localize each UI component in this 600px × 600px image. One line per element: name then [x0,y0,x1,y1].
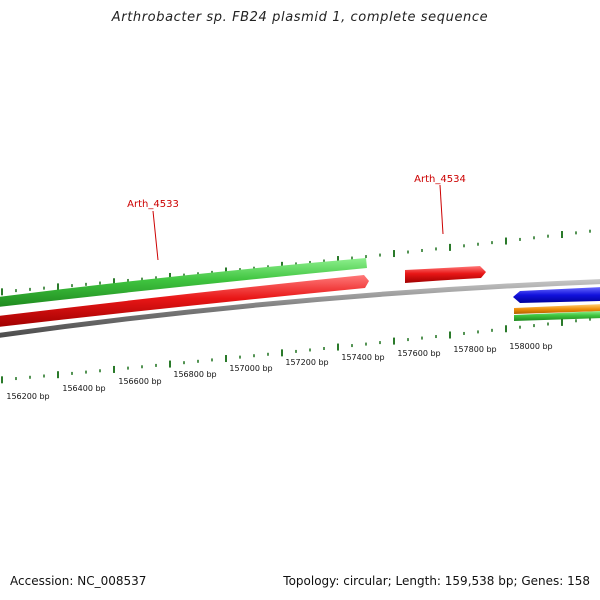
scale-label: 156600 bp [118,377,161,386]
footer-summary: Topology: circular; Length: 159,538 bp; … [283,574,590,588]
label-leader-arth-4534 [440,185,443,234]
scale-label: 157800 bp [453,345,496,354]
gene-arth-4534[interactable] [405,266,486,283]
scale-label: 157400 bp [341,353,384,362]
scale-label: 157600 bp [397,349,440,358]
gene-label-arth-4534[interactable]: Arth_4534 [414,174,466,185]
label-leader-arth-4533 [153,211,158,260]
scale-label: 156800 bp [173,370,216,379]
inner-scale-ticks [2,318,590,384]
plasmid-map-canvas: 156200 bp 156400 bp 156600 bp 156800 bp … [0,0,600,600]
scale-label: 158000 bp [509,342,552,351]
gene-reverse-blue[interactable] [513,287,600,303]
scale-label: 157200 bp [285,358,328,367]
scale-labels: 156200 bp 156400 bp 156600 bp 156800 bp … [6,342,552,401]
scale-label: 156200 bp [6,392,49,401]
plasmid-map-view: Arthrobacter sp. FB24 plasmid 1, complet… [0,0,600,600]
scale-label: 157000 bp [229,364,272,373]
footer-accession: Accession: NC_008537 [10,574,146,588]
scale-label: 156400 bp [62,384,105,393]
gene-label-arth-4533[interactable]: Arth_4533 [127,199,179,210]
